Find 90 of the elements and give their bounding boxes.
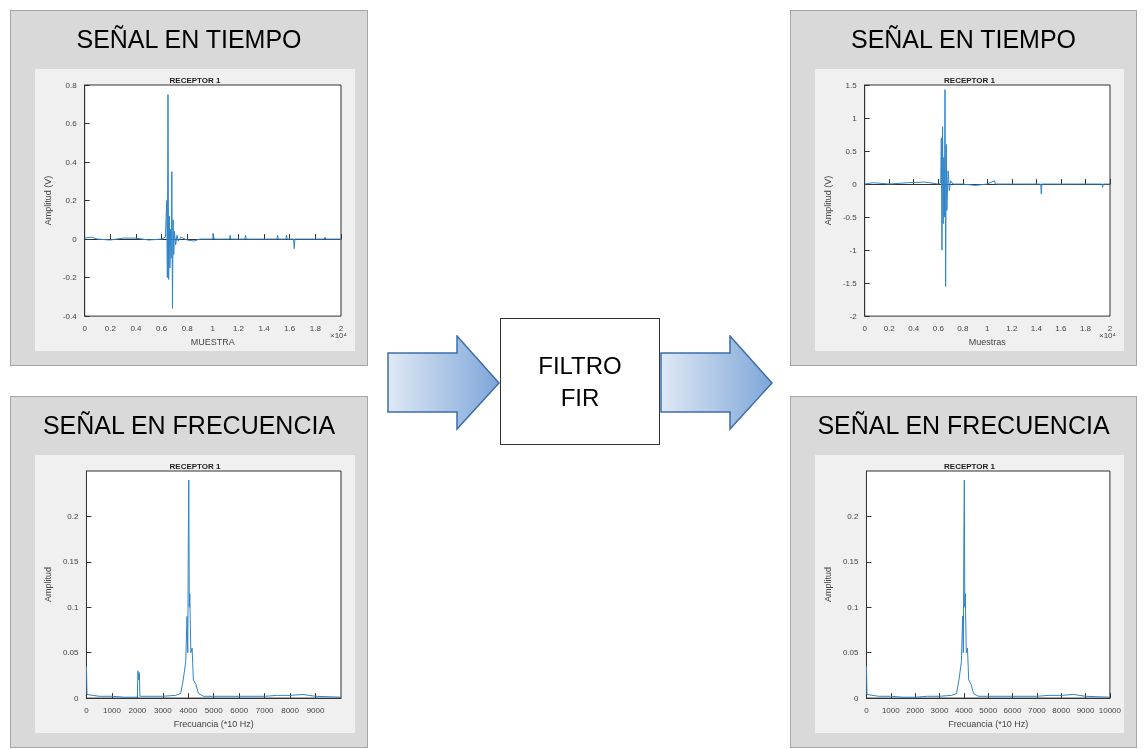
x-tick-label: 0.2 bbox=[883, 323, 896, 333]
x-tick-label: 0 bbox=[862, 323, 868, 333]
x-tick-label: 1000 bbox=[103, 705, 122, 715]
chart-title: RECEPTOR 1 bbox=[944, 75, 996, 85]
y-tick-label: 0.6 bbox=[65, 119, 78, 129]
text: FILTRO FIR bbox=[500, 318, 660, 445]
x-tick-label: 0.6 bbox=[156, 323, 168, 333]
text: ×10⁴ bbox=[1098, 330, 1117, 340]
x-tick-label: 7000 bbox=[1027, 705, 1047, 715]
x-axis-title: Frecuancia (*10 Hz) bbox=[948, 718, 1029, 729]
y-tick-label: 0.2 bbox=[65, 196, 78, 206]
x-tick-label: 0.8 bbox=[181, 323, 194, 333]
y-tick-label: -1.5 bbox=[842, 278, 858, 288]
y-tick-label: -1 bbox=[849, 245, 858, 255]
x-tick-label: 0.4 bbox=[908, 323, 920, 333]
y-tick-label: 0.8 bbox=[65, 80, 78, 90]
x-tick-label: 2000 bbox=[128, 705, 147, 715]
y-tick-label: 0.2 bbox=[847, 511, 860, 521]
chart-subtitle: SEÑAL EN FRECUENCIA bbox=[41, 410, 337, 441]
x-tick-label: 3000 bbox=[930, 705, 949, 715]
y-tick-label: 0 bbox=[72, 234, 78, 244]
x-tick-label: 4000 bbox=[179, 705, 198, 715]
x-tick-label: 1.2 bbox=[232, 323, 245, 333]
x-tick-label: 1.8 bbox=[1079, 323, 1092, 333]
line-series bbox=[865, 479, 1111, 698]
chart-title: RECEPTOR 1 bbox=[944, 461, 996, 471]
chart-subtitle: SEÑAL EN TIEMPO bbox=[849, 24, 1078, 55]
x-tick-label: 5000 bbox=[979, 705, 998, 715]
line-series bbox=[84, 94, 342, 309]
x-tick-label: 1.4 bbox=[1030, 323, 1043, 333]
x-tick-label: 2 bbox=[338, 323, 344, 333]
chart-title: RECEPTOR 1 bbox=[169, 461, 222, 471]
x-tick-label: 7000 bbox=[255, 705, 275, 715]
chart-title: RECEPTOR 1 bbox=[169, 75, 222, 85]
y-tick-label: 1.5 bbox=[845, 80, 858, 90]
x-axis-title: MUESTRA bbox=[190, 336, 235, 347]
chart-subtitle: SEÑAL EN FRECUENCIA bbox=[816, 410, 1111, 441]
y-tick-label: 0 bbox=[852, 179, 858, 189]
x-tick-label: 5000 bbox=[204, 705, 224, 715]
x-tick-label: 0.2 bbox=[104, 323, 117, 333]
x-tick-label: 1 bbox=[985, 323, 991, 333]
x-tick-label: 1 bbox=[210, 323, 216, 333]
x-tick-label: 2000 bbox=[906, 705, 925, 715]
y-tick-label: 0.1 bbox=[847, 602, 860, 612]
y-tick-label: 0.1 bbox=[67, 602, 80, 612]
x-tick-label: 0 bbox=[84, 705, 90, 715]
x-tick-label: 3000 bbox=[153, 705, 173, 715]
y-tick-label: -0.5 bbox=[842, 212, 858, 222]
y-tick-label: -0.2 bbox=[62, 273, 78, 283]
x-tick-label: 1.8 bbox=[309, 323, 322, 333]
x-tick-label: 8000 bbox=[1052, 705, 1071, 715]
chart-subtitle: SEÑAL EN TIEMPO bbox=[75, 24, 303, 55]
x-tick-label: 1.6 bbox=[284, 323, 296, 333]
y-tick-label: 0 bbox=[74, 693, 80, 703]
x-tick-label: 0.8 bbox=[957, 323, 969, 333]
y-tick-label: -0.4 bbox=[62, 311, 78, 321]
x-tick-label: 1.2 bbox=[1006, 323, 1018, 333]
y-tick-label: 0.15 bbox=[842, 557, 860, 567]
x-tick-label: 2 bbox=[1107, 323, 1113, 333]
x-axis-title: Muestras bbox=[968, 336, 1007, 347]
x-tick-label: 0 bbox=[82, 323, 88, 333]
x-tick-label: 9000 bbox=[1076, 705, 1095, 715]
x-tick-label: 8000 bbox=[281, 705, 300, 715]
y-tick-label: 0.5 bbox=[845, 146, 858, 156]
x-axis-title: Frecuancia (*10 Hz) bbox=[173, 718, 254, 729]
x-tick-label: 6000 bbox=[230, 705, 249, 715]
y-tick-label: 0.15 bbox=[62, 557, 80, 567]
x-tick-label: 10000 bbox=[1098, 705, 1122, 715]
x-tick-label: 6000 bbox=[1003, 705, 1022, 715]
x-tick-label: 1000 bbox=[881, 705, 901, 715]
y-tick-label: 0 bbox=[854, 693, 860, 703]
x-tick-label: 4000 bbox=[954, 705, 974, 715]
y-tick-label: 1 bbox=[852, 113, 858, 123]
y-tick-label: 0.05 bbox=[842, 648, 860, 658]
x-tick-label: 0.4 bbox=[130, 323, 143, 333]
y-axis-title: Amplitud bbox=[822, 567, 833, 603]
x-tick-label: 9000 bbox=[306, 705, 325, 715]
x-tick-label: 0.6 bbox=[932, 323, 945, 333]
y-axis-title: Amplitud (V) bbox=[42, 175, 53, 226]
x-tick-label: 1.4 bbox=[258, 323, 271, 333]
y-tick-label: 0.2 bbox=[67, 511, 80, 521]
y-tick-label: -2 bbox=[849, 311, 858, 321]
y-tick-label: 0.4 bbox=[65, 157, 78, 167]
y-tick-label: 0.05 bbox=[62, 648, 80, 658]
text: ×10⁴ bbox=[329, 330, 348, 340]
line-series bbox=[85, 479, 342, 698]
x-tick-label: 1.6 bbox=[1055, 323, 1068, 333]
x-tick-label: 0 bbox=[864, 705, 870, 715]
y-axis-title: Amplitud (V) bbox=[822, 175, 833, 226]
y-axis-title: Amplitud bbox=[42, 567, 53, 603]
